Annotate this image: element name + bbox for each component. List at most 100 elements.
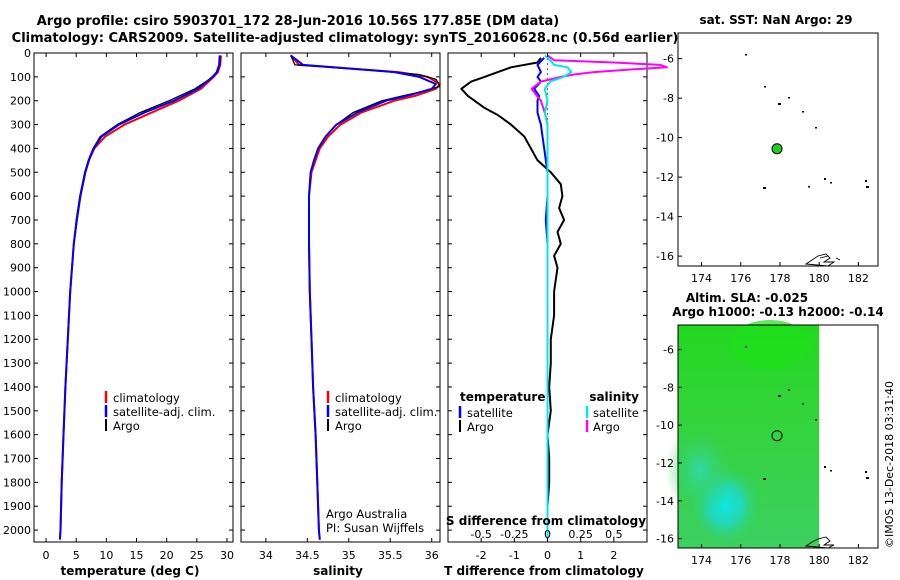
salinity-x-tick-label: 36: [425, 549, 439, 562]
sst-map-lat-label: -12: [656, 171, 674, 184]
sal-diff-tick-label: 0.25: [568, 528, 593, 541]
depth-tick-label: 1500: [3, 405, 31, 418]
temperature-legend: climatology satellite-adj. clim. Argo: [104, 391, 215, 433]
altimetry-map-lon-label: 182: [848, 554, 869, 567]
difference-top-label: S difference from climatology: [446, 514, 646, 528]
sst-map-lon-label: 182: [848, 272, 869, 285]
depth-tick-label: 100: [10, 71, 31, 84]
title-line-2: Climatology: CARS2009. Satellite-adjuste…: [12, 31, 679, 46]
altimetry-map-frame: [677, 324, 879, 549]
salinity-x-tick-label: 35.5: [378, 549, 403, 562]
temperature-x-tick-label: 20: [160, 549, 174, 562]
altimetry-map-lon-label: 178: [769, 554, 790, 567]
altimetry-map-lat-label: -10: [656, 419, 674, 432]
temperature-difference-legend: temperature satellite Argo: [458, 390, 545, 434]
depth-tick-label: 1100: [3, 309, 31, 322]
sst-map-panel: sat. SST: NaN Argo: 29 174 176 178 180 182 -6…: [656, 13, 879, 285]
temperature-x-tick-label: 0: [43, 549, 50, 562]
salinity-legend: climatology satellite-adj. clim. Argo: [326, 391, 437, 433]
sla-high-anomaly: [730, 320, 810, 370]
sst-map-lon-label: 180: [809, 272, 830, 285]
difference-x-label: T difference from climatology: [444, 564, 644, 578]
depth-tick-label: 1000: [3, 286, 31, 299]
depth-tick-label: 300: [10, 119, 31, 132]
legend-s-satellite-label: satellite: [593, 406, 639, 420]
fiji-coastline: [804, 253, 841, 267]
difference-panel: -2 -1 0 1 2 T difference from climatology S …: [444, 52, 668, 578]
island-dots: [745, 54, 869, 189]
fiji-coastline: [804, 536, 835, 549]
salinity-x-label: salinity: [313, 564, 363, 578]
altimetry-map-lat-label: -6: [663, 344, 674, 357]
depth-tick-label: 1700: [3, 453, 31, 466]
altimetry-map-title-2: Argo h1000: -0.13 h2000: -0.14: [672, 305, 883, 319]
difference-x-tick-label: -2: [476, 549, 487, 562]
salinity-panel: 34 34.5 35 35.5 36 salinity climatology sate…: [240, 52, 441, 578]
altimetry-map-title-1: Altim. SLA: -0.025: [686, 291, 808, 305]
argo-position-marker: [771, 430, 783, 442]
sst-map-lat-label: -6: [663, 53, 674, 66]
legend-s-argo-label: Argo: [593, 420, 620, 434]
sst-map-lon-label: 174: [691, 272, 712, 285]
sst-map-lat-label: -14: [656, 211, 674, 224]
temperature-plot-frame: [33, 52, 234, 543]
depth-axis: 0 100 200 300 400 500 600 700 800 900 1000 1100 1200…: [3, 47, 31, 537]
legend-t-satellite-label: satellite: [467, 406, 513, 420]
salinity-satellite-line: [290, 54, 437, 540]
depth-tick-label: 1400: [3, 381, 31, 394]
depth-tick-label: 1600: [3, 429, 31, 442]
legend-temperature-title: temperature: [460, 390, 545, 404]
depth-tick-label: 700: [10, 214, 31, 227]
temp-diff-argo-line: [460, 57, 566, 531]
temperature-x-tick-label: 25: [190, 549, 204, 562]
temperature-x-tick-label: 15: [130, 549, 144, 562]
salinity-difference-legend: salinity satellite Argo: [585, 390, 639, 434]
legend-satellite-label: satellite-adj. clim.: [113, 405, 215, 419]
altimetry-map-lon-label: 180: [809, 554, 830, 567]
altimetry-map-lat-label: -12: [656, 457, 674, 470]
depth-tick-label: 1900: [3, 500, 31, 513]
depth-tick-label: 2000: [3, 524, 31, 537]
temperature-x-tick-label: 10: [99, 549, 113, 562]
temperature-x-tick-label: 30: [220, 549, 234, 562]
sal-diff-tick-label: -0.5: [470, 528, 491, 541]
sal-diff-tick-label: 0.5: [605, 528, 623, 541]
salinity-plot-frame: [240, 52, 441, 543]
argo-position-marker: [771, 143, 783, 155]
legend-salinity-title: salinity: [589, 390, 639, 404]
sst-map-title: sat. SST: NaN Argo: 29: [699, 13, 852, 27]
legend-climatology-label: climatology: [335, 391, 402, 405]
depth-tick-label: 1200: [3, 333, 31, 346]
sla-heatmap: [665, 320, 820, 548]
depth-tick-label: 1300: [3, 357, 31, 370]
temperature-satellite-line: [58, 55, 221, 540]
salinity-x-tick-label: 34: [259, 549, 273, 562]
depth-tick-label: 800: [10, 238, 31, 251]
salinity-x-tick-label: 35: [342, 549, 356, 562]
sst-map-lat-label: -16: [656, 250, 674, 263]
altimetry-map-lat-label: -16: [656, 533, 674, 546]
difference-x-tick-label: 1: [577, 549, 584, 562]
depth-tick-label: 200: [10, 95, 31, 108]
sst-map-lat-label: -8: [663, 92, 674, 105]
difference-x-tick-label: 2: [610, 549, 617, 562]
imos-timestamp: ©IMOS 13-Dec-2018 03:31:40: [883, 381, 896, 548]
difference-x-tick-label: 0: [544, 549, 551, 562]
depth-tick-label: 0: [24, 47, 31, 60]
legend-argo-label: Argo: [335, 419, 362, 433]
altimetry-map-panel: Altim. SLA: -0.025 Argo h1000: -0.13 h20…: [656, 291, 884, 567]
temperature-panel: 0 5 10 15 20 25 30 temperature (deg C) climato…: [33, 52, 234, 578]
legend-climatology-label: climatology: [113, 391, 180, 405]
sal-diff-tick-label: 0: [544, 528, 551, 541]
sal-diff-satellite-line: [543, 54, 573, 540]
sst-map-lat-label: -10: [656, 132, 674, 145]
depth-tick-label: 600: [10, 190, 31, 203]
credit-line-2: PI: Susan Wijffels: [326, 521, 424, 535]
depth-tick-label: 900: [10, 262, 31, 275]
legend-t-argo-label: Argo: [467, 420, 494, 434]
altimetry-map-lat-label: -8: [663, 381, 674, 394]
credit-line-1: Argo Australia: [326, 507, 407, 521]
depth-tick-label: 1800: [3, 476, 31, 489]
sal-diff-tick-label: -0.25: [500, 528, 528, 541]
